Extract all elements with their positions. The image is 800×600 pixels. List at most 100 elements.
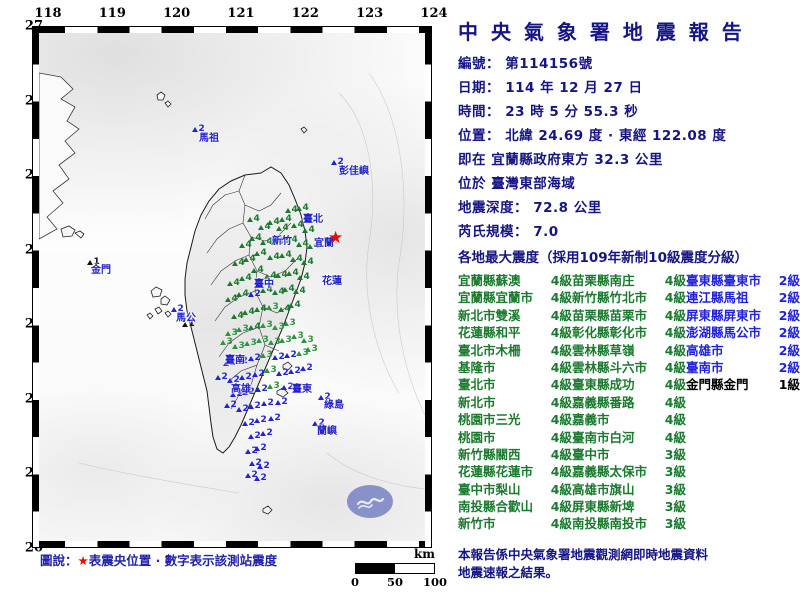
station-intensity-value: 4 (288, 284, 295, 294)
intensity-row: 宜蘭縣宜蘭市 4級 (458, 287, 572, 305)
footnote: 本報告係中央氣象署地震觀測網即時地震資料 地震速報之結果。 (458, 546, 708, 582)
scale-tick: 50 (386, 575, 404, 590)
station-intensity-marker: 2 (245, 447, 258, 456)
station-triangle-icon (275, 400, 281, 405)
station-intensity-value: 3 (270, 365, 277, 375)
station-intensity-marker: 4 (291, 221, 304, 230)
intensity-row: 屏東縣新埤 3級 (572, 496, 686, 515)
station-triangle-icon (285, 208, 291, 213)
station-triangle-icon (236, 327, 242, 332)
station-intensity-marker: 2 (248, 402, 261, 411)
intensity-level-value: 4級 (664, 412, 686, 428)
station-intensity-value: 4 (281, 270, 288, 280)
footnote-line-2: 地震速報之結果。 (458, 565, 559, 581)
longitude-tick: 124 (420, 6, 448, 21)
station-intensity-marker: 4 (242, 308, 255, 317)
station-intensity-value: 3 (274, 337, 281, 347)
station-intensity-value: 3 (289, 318, 296, 328)
station-triangle-icon (300, 366, 306, 371)
station-intensity-marker: 4 (301, 258, 314, 267)
intensity-place-name: 金門縣金門 (686, 377, 749, 393)
station-intensity-value: 2 (254, 431, 261, 441)
station-intensity-value: 4 (277, 237, 284, 247)
map-scale-bar: km 0 50 100 (351, 547, 447, 590)
station-intensity-marker: 2 (284, 351, 297, 360)
station-triangle-icon (264, 368, 270, 373)
intensity-place-name: 高雄市 (686, 342, 724, 358)
station-intensity-marker: 2 (224, 401, 237, 410)
station-intensity-value: 3 (285, 335, 292, 345)
intensity-place-name: 花蓮縣花蓮市 (458, 464, 534, 480)
station-triangle-icon (268, 340, 274, 345)
intensity-row: 宜蘭縣蘇澳 4級 (458, 270, 572, 288)
station-intensity-value: 4 (285, 214, 292, 224)
station-triangle-icon (242, 310, 248, 315)
station-intensity-marker: 3 (268, 338, 281, 347)
station-triangle-icon (296, 351, 302, 356)
intensity-place-name: 高雄市旗山 (572, 481, 635, 497)
intensity-place-name: 苗栗縣苗栗市 (572, 307, 648, 323)
station-intensity-marker: 2 (242, 419, 255, 428)
map-city-label: 臺北 (303, 214, 323, 225)
intensity-place-name: 屏東縣新埤 (572, 499, 635, 515)
station-triangle-icon (268, 416, 274, 421)
station-intensity-value: 1 (93, 257, 100, 267)
scale-tick: 100 (422, 575, 448, 590)
station-intensity-marker: 4 (239, 274, 252, 283)
station-intensity-value: 4 (245, 240, 252, 250)
intensity-row: 臺東縣臺東市 2級 (686, 270, 800, 288)
station-triangle-icon (272, 290, 278, 295)
station-triangle-icon (247, 217, 253, 222)
intensity-level-value: 4級 (550, 325, 572, 341)
station-intensity-marker: 2 (318, 393, 331, 402)
map-city-label: 彭佳嶼 (339, 166, 369, 177)
map-city-label: 綠島 (324, 400, 344, 411)
intensity-place-name: 桃園市三光 (458, 412, 521, 428)
station-triangle-icon (297, 275, 303, 280)
station-triangle-icon (235, 359, 241, 364)
station-intensity-marker: 2 (272, 353, 285, 362)
station-triangle-icon (254, 251, 260, 256)
station-intensity-marker: 2 (312, 419, 325, 428)
intensity-level-value: 4級 (550, 429, 572, 445)
field-label: 芮氏規模： (458, 224, 534, 240)
field-label: 位於 (458, 176, 492, 192)
station-triangle-icon (225, 297, 231, 302)
station-triangle-icon (255, 387, 261, 392)
intensity-place-name: 連江縣馬祖 (686, 290, 749, 306)
station-intensity-marker: 2 (254, 416, 267, 425)
station-triangle-icon (260, 240, 266, 245)
footnote-line-1: 本報告係中央氣象署地震觀測網即時地震資料 (458, 547, 709, 562)
intensity-level-value: 4級 (664, 273, 686, 288)
station-intensity-value: 4 (282, 223, 289, 233)
station-triangle-icon (264, 274, 270, 279)
station-triangle-icon (243, 257, 249, 262)
station-intensity-marker: 2 (281, 383, 294, 392)
station-intensity-marker: 2 (252, 370, 265, 379)
station-triangle-icon (232, 261, 238, 266)
station-intensity-marker: 4 (254, 305, 267, 314)
station-intensity-marker: 2 (268, 414, 281, 423)
map-city-label: 宜蘭 (314, 238, 334, 249)
station-intensity-marker: 4 (272, 288, 285, 297)
station-triangle-icon (256, 338, 262, 343)
station-intensity-marker: 3 (291, 332, 304, 341)
intensity-level-value: 4級 (550, 273, 572, 288)
field-depth: 地震深度： 72.8 公里 (458, 196, 602, 216)
station-triangle-icon (260, 431, 266, 436)
intensity-place-name: 澎湖縣馬公市 (686, 325, 762, 341)
station-intensity-value: 2 (318, 418, 325, 428)
station-intensity-value: 4 (233, 278, 240, 288)
station-intensity-value: 4 (273, 217, 280, 227)
intensity-level-value: 4級 (550, 342, 572, 358)
station-intensity-marker: 3 (264, 366, 277, 375)
station-intensity-marker: 4 (296, 204, 309, 213)
intensity-row: 屏東縣屏東市 2級 (686, 305, 800, 323)
station-triangle-icon (225, 331, 231, 336)
station-intensity-value: 4 (266, 285, 273, 295)
intensity-row: 新竹縣竹北市 4級 (572, 287, 686, 305)
station-triangle-icon (260, 323, 266, 328)
